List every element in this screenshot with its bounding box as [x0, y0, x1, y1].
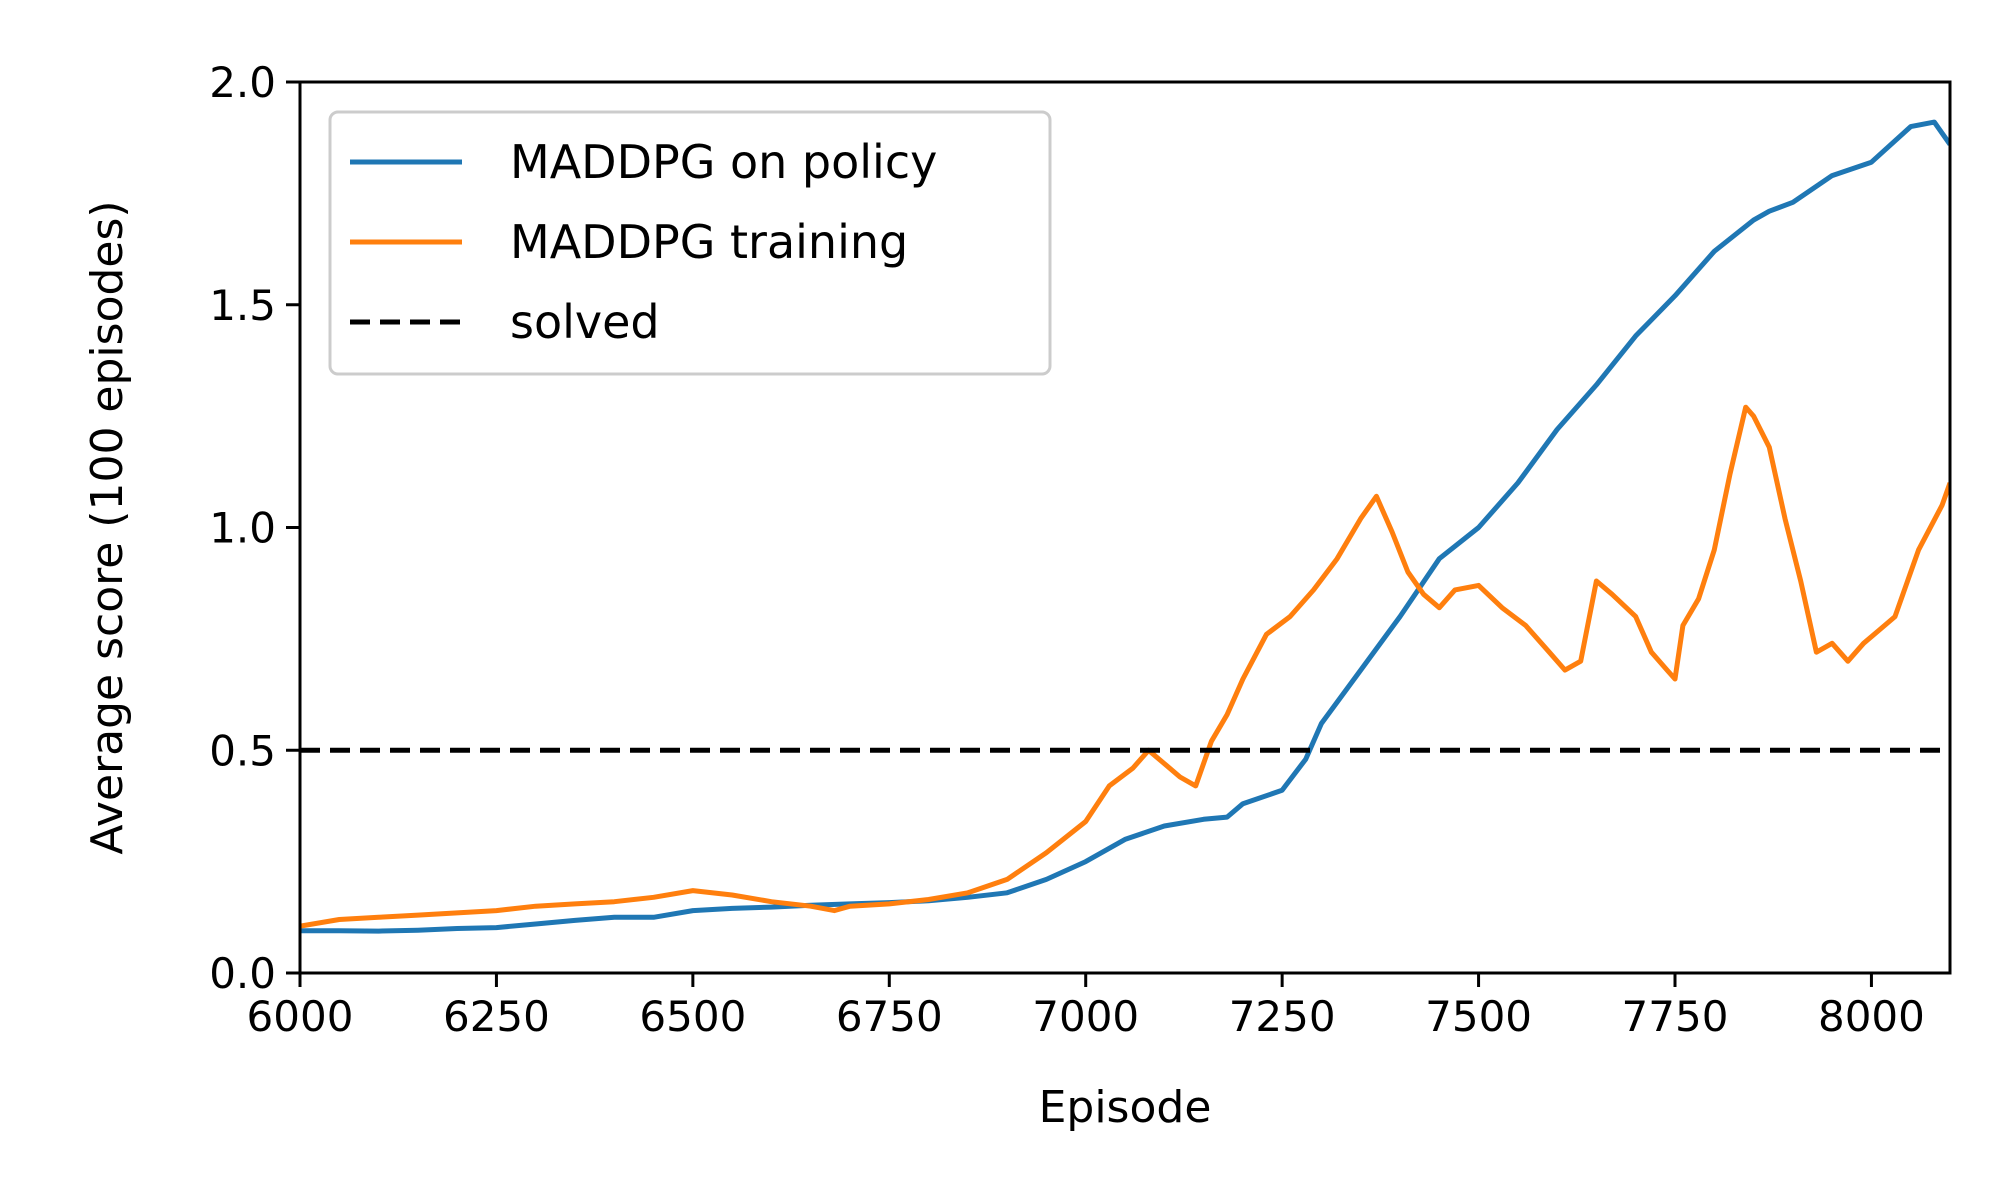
- x-tick-label: 6750: [836, 992, 943, 1041]
- x-tick-label: 7250: [1229, 992, 1336, 1041]
- legend-label: solved: [510, 295, 660, 349]
- series-layer: [300, 119, 1950, 934]
- x-tick-label: 7750: [1622, 992, 1729, 1041]
- x-tick-label: 7000: [1032, 992, 1139, 1041]
- y-axis-title: Average score (100 episodes): [82, 200, 133, 854]
- legend-box: [328, 110, 1052, 376]
- y-tick-label: 1.0: [209, 504, 276, 553]
- y-tick-label: 1.5: [209, 281, 276, 330]
- series-line-maddpg-on-policy: [300, 119, 1950, 934]
- y-tick-label: 0.5: [209, 726, 276, 775]
- x-tick-label: 6500: [639, 992, 746, 1041]
- axis-ticks: 6000 6250 6500 6750 7000 7250 7500 7750 8000 0.0 0…: [209, 58, 1925, 1041]
- x-tick-label: 7500: [1425, 992, 1532, 1041]
- x-tick-label: 6250: [443, 992, 550, 1041]
- x-axis-title: Episode: [1039, 1082, 1212, 1133]
- x-tick-label: 8000: [1818, 992, 1925, 1041]
- legend-label: MADDPG on policy: [510, 135, 937, 189]
- y-tick-label: 2.0: [209, 58, 276, 107]
- series-line-maddpg-training: [300, 404, 1950, 929]
- legend-label: MADDPG training: [510, 215, 908, 269]
- legend: MADDPG on policy MADDPG training solved: [328, 110, 1052, 376]
- y-tick-label: 0.0: [209, 949, 276, 998]
- x-tick-label: 6000: [247, 992, 354, 1041]
